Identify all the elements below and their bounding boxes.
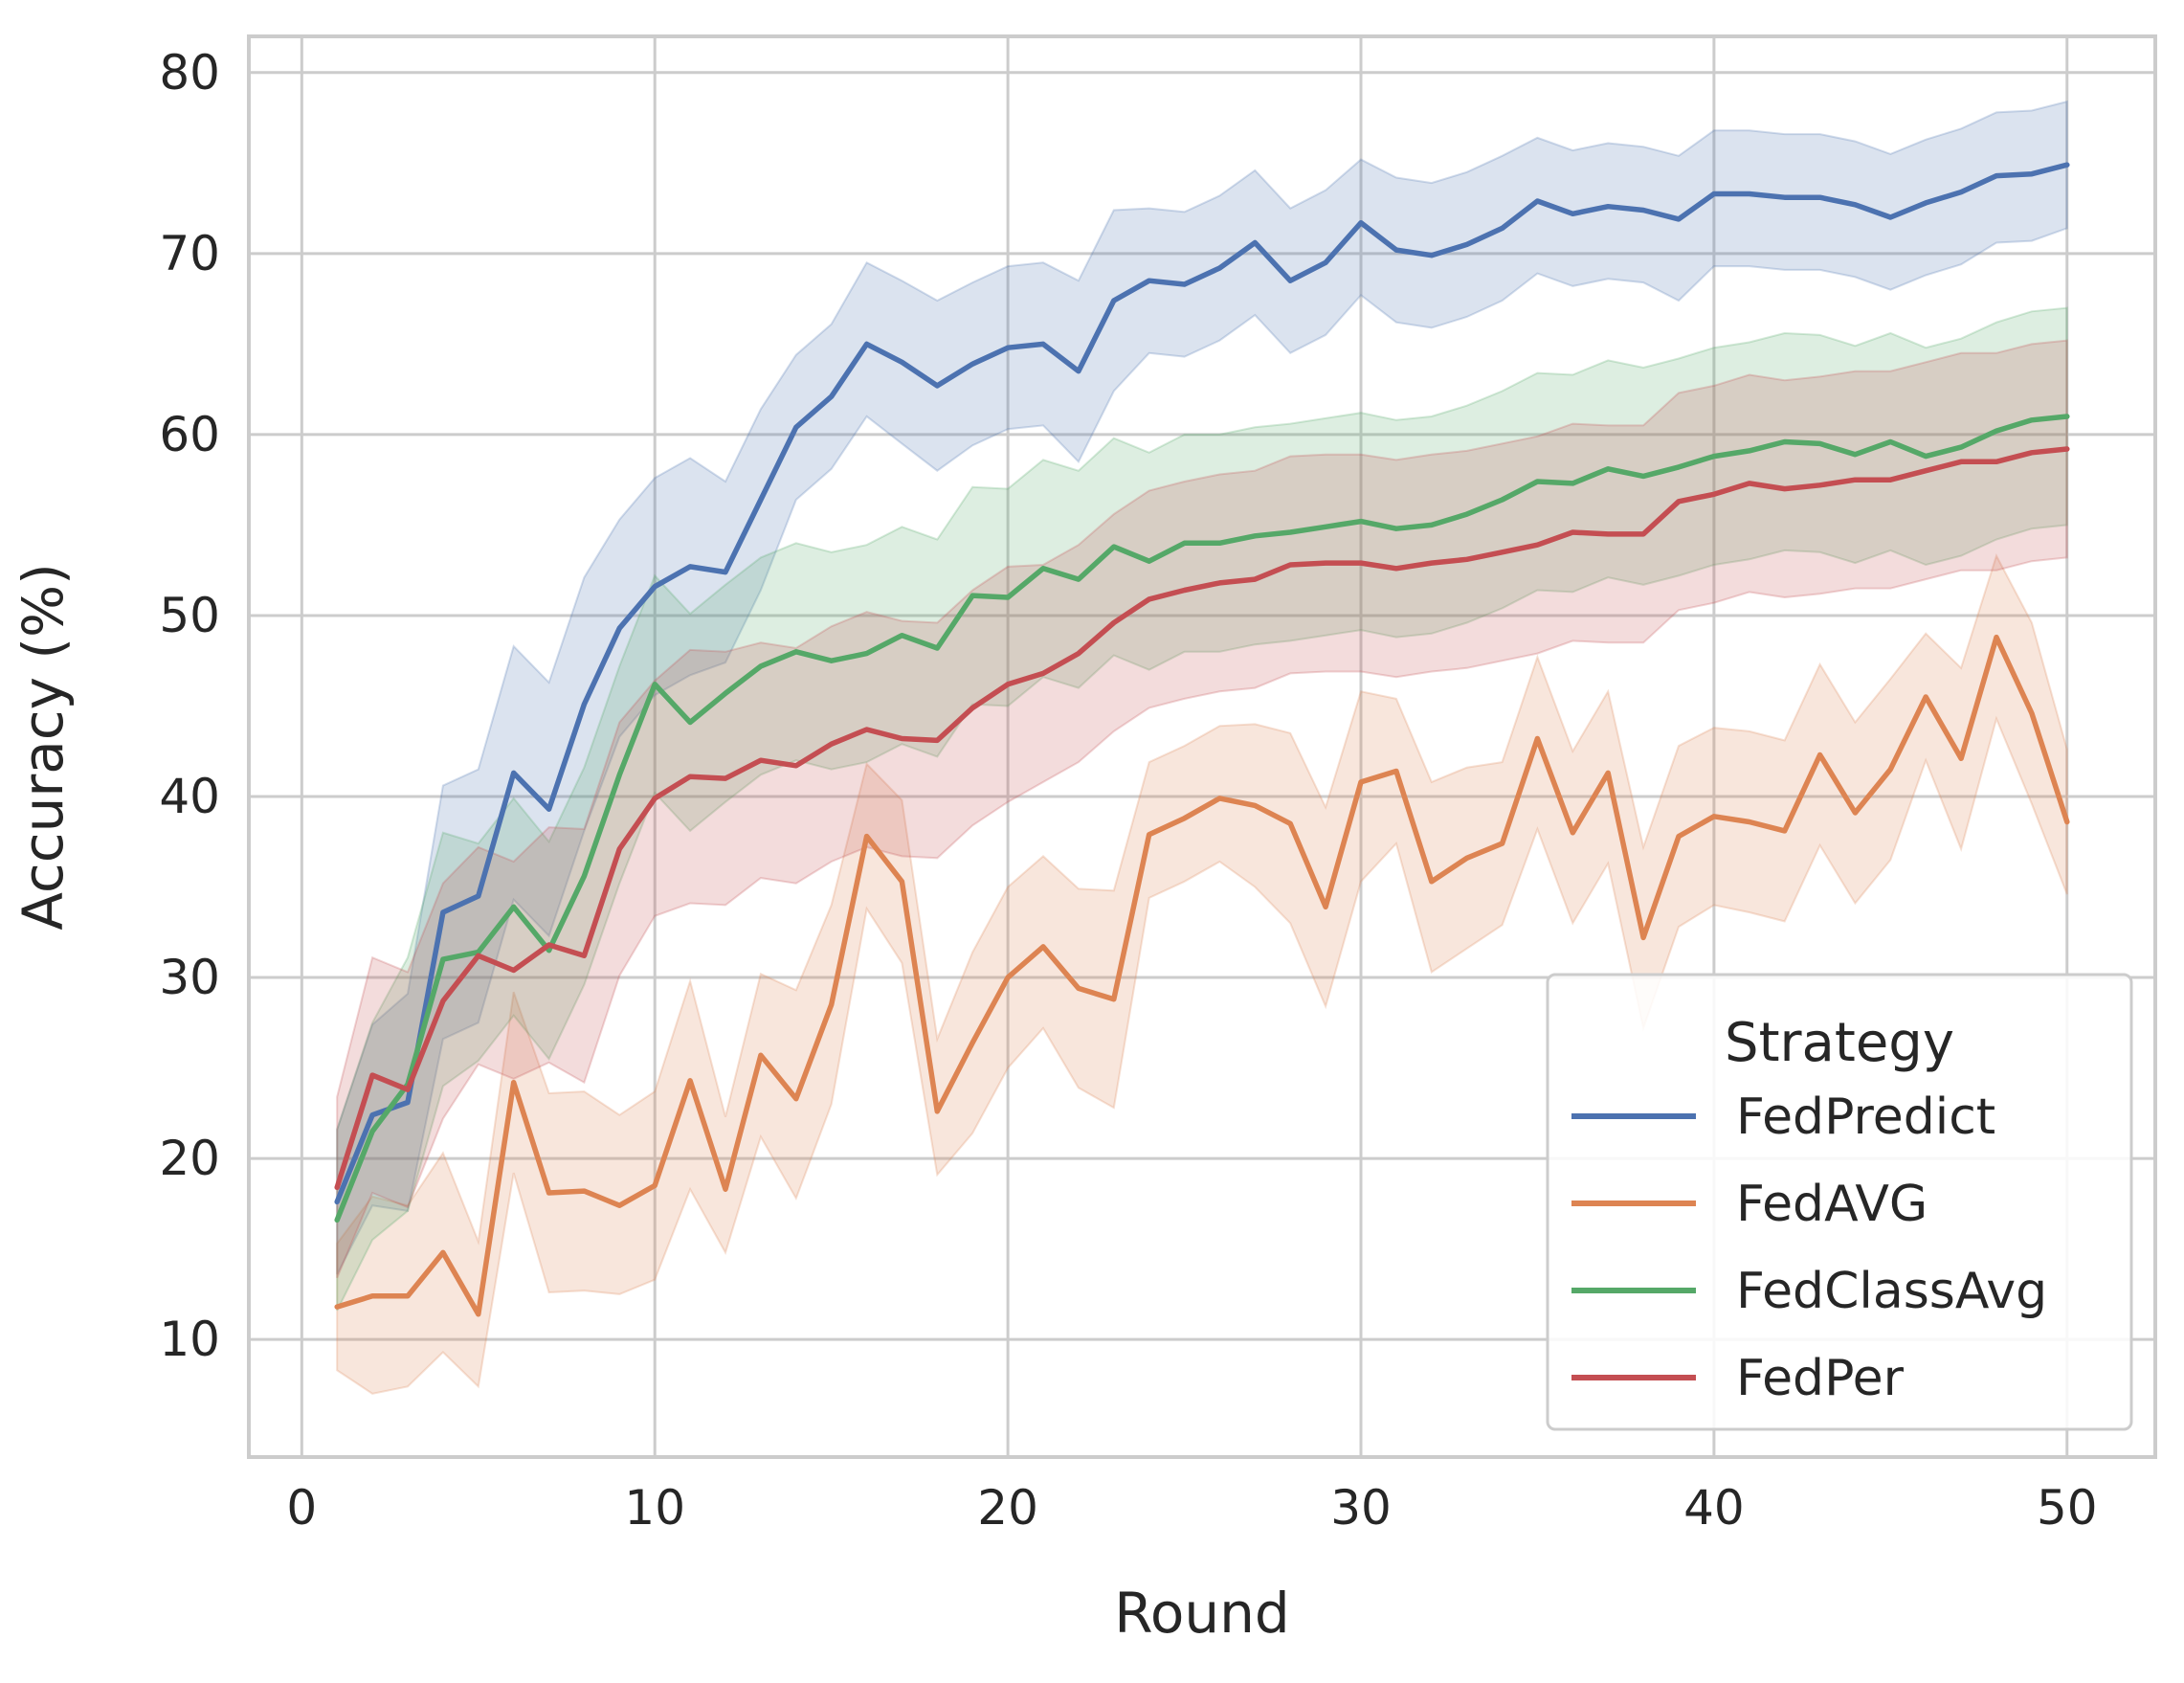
y-tick-label: 80 <box>159 45 220 101</box>
y-tick-label: 10 <box>159 1312 220 1367</box>
y-axis-title: Accuracy (%) <box>11 563 76 931</box>
x-axis-title: Round <box>1114 1581 1290 1646</box>
series-lines <box>334 162 2070 1317</box>
grid <box>249 36 2155 1457</box>
y-tick-label: 30 <box>159 950 220 1005</box>
y-tick-label: 40 <box>159 769 220 824</box>
y-tick-labels: 10 20 30 40 50 60 70 80 <box>159 45 220 1367</box>
x-tick-label: 30 <box>1330 1480 1392 1536</box>
confidence-band <box>336 100 2068 1275</box>
legend-items: FedPredict FedAVG FedClassAvg FedPer <box>1571 1088 2047 1407</box>
confidence-band <box>336 553 2068 1395</box>
x-tick-label: 0 <box>286 1480 317 1536</box>
legend-label: FedPredict <box>1736 1088 1995 1146</box>
confidence-band <box>336 306 2068 1312</box>
x-tick-labels: 0 10 20 30 40 50 <box>286 1480 2097 1536</box>
legend-box <box>1546 973 2133 1431</box>
legend-title: Strategy <box>1725 1012 1954 1074</box>
x-tick-label: 10 <box>624 1480 685 1536</box>
plot-frame <box>247 34 2157 1459</box>
y-tick-label: 20 <box>159 1131 220 1186</box>
confidence-band <box>336 339 2068 1279</box>
legend-label: FedAVG <box>1736 1176 1928 1233</box>
confidence-bands <box>336 100 2068 1395</box>
y-tick-label: 70 <box>159 226 220 281</box>
x-tick-label: 20 <box>977 1480 1038 1536</box>
series-line <box>334 634 2070 1317</box>
legend-label: FedPer <box>1736 1350 1905 1407</box>
x-tick-label: 40 <box>1683 1480 1745 1536</box>
series-line <box>334 414 2070 1223</box>
y-tick-label: 60 <box>159 407 220 462</box>
x-tick-label: 50 <box>2037 1480 2098 1536</box>
series-line <box>334 446 2070 1191</box>
legend-label: FedClassAvg <box>1736 1263 2047 1320</box>
series-line <box>334 162 2070 1205</box>
y-tick-label: 50 <box>159 588 220 643</box>
legend: Strategy FedPredictFedAVGFedClassAvgFedP… <box>1546 973 2133 1431</box>
